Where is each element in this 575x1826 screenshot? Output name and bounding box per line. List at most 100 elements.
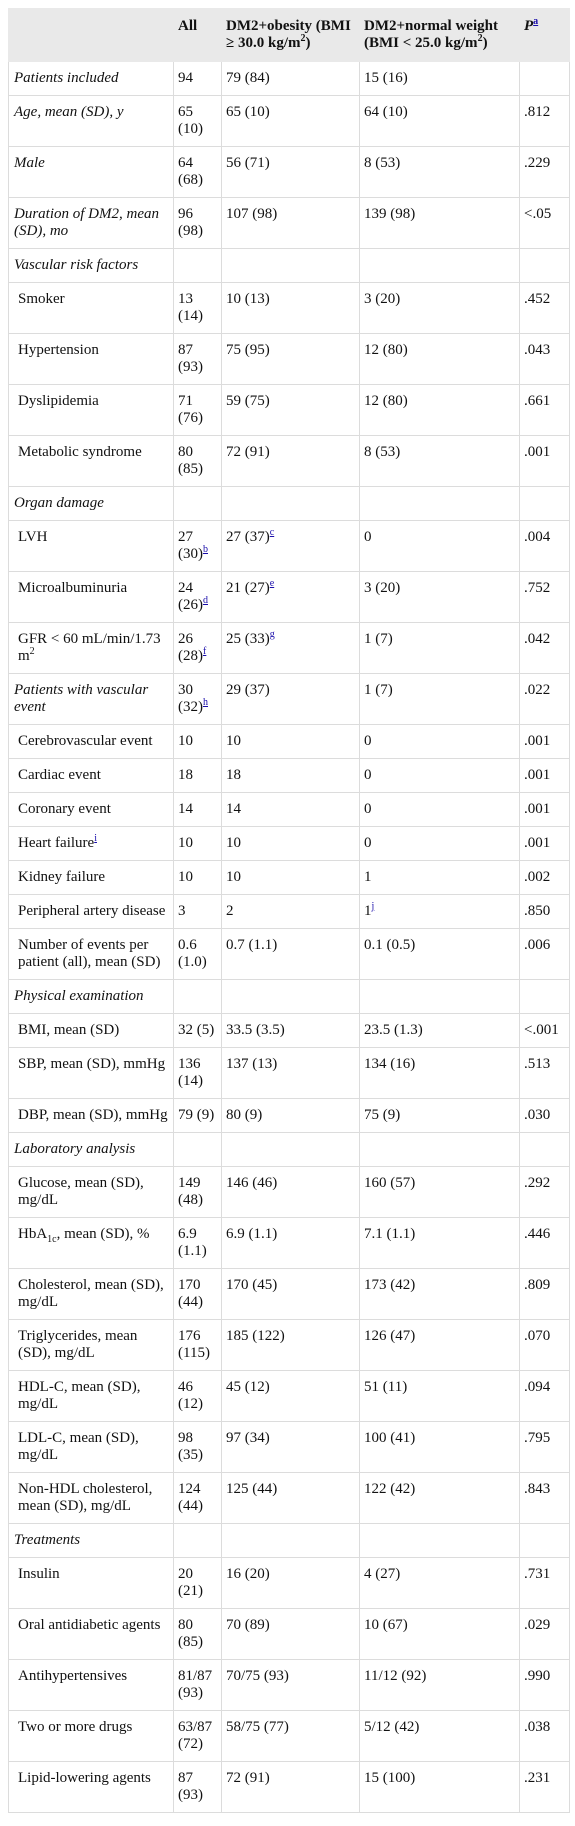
table-row: Two or more drugs 63/87 (72) 58/75 (77) 5/1… [8,1710,570,1762]
value-cell: .002 [519,860,570,895]
value-cell [221,979,360,1014]
value-cell: 75 (95) [221,333,360,385]
header-cell: Pa [519,8,570,62]
table-row: Cholesterol, mean (SD), mg/dL 170 (44) 170… [8,1268,570,1320]
table-row: Microalbuminuria 24 (26)d 21 (27)e 3 (20) .7… [8,571,570,623]
table-row: Coronary event 14 14 0.001 [8,792,570,827]
superscript: 2 [29,646,35,657]
row-label: Number of events per patient (all), mean… [8,928,174,980]
value-cell: .850 [519,894,570,929]
table-row: Smoker 13 (14) 10 (13) 3 (20) .452 [8,282,570,334]
row-label: Smoker [8,282,174,334]
value-cell: .990 [519,1659,570,1711]
row-label: Cerebrovascular event [8,724,174,759]
value-cell: 32 (5) [173,1013,222,1048]
table-row: Triglycerides, mean (SD), mg/dL 176 (115)… [8,1319,570,1371]
row-label: Coronary event [8,792,174,827]
text: 30 (32) [178,682,203,715]
value-cell: 11/12 (92) [359,1659,520,1711]
row-label: Lipid-lowering agents [8,1761,174,1813]
value-cell: 27 (30)b [173,520,222,572]
footnote-ref: c [270,527,274,538]
value-cell: .513 [519,1047,570,1099]
value-cell: 1j [359,894,520,929]
value-cell: .070 [519,1319,570,1371]
value-cell: 71 (76) [173,384,222,436]
value-cell: .038 [519,1710,570,1762]
row-label: GFR < 60 mL/min/1.73 m2 [8,622,174,674]
row-label: Age, mean (SD), y [8,95,174,147]
row-label: Male [8,146,174,198]
row-label: Two or more drugs [8,1710,174,1762]
value-cell: .731 [519,1557,570,1609]
value-cell: 139 (98) [359,197,520,249]
row-label: Cholesterol, mean (SD), mg/dL [8,1268,174,1320]
footnote-link[interactable]: i [94,833,97,844]
row-label: DBP, mean (SD), mmHg [8,1098,174,1133]
footnote-link[interactable]: d [203,595,208,606]
value-cell: .022 [519,673,570,725]
row-label: BMI, mean (SD) [8,1013,174,1048]
value-cell: 87 (93) [173,333,222,385]
value-cell: .752 [519,571,570,623]
value-cell [173,1132,222,1167]
text: DM2+normal weight (BMI < 25.0 kg/m [364,18,498,51]
value-cell: 80 (85) [173,1608,222,1660]
table-row: Cerebrovascular event 10 10 0.001 [8,724,570,759]
row-label: Antihypertensives [8,1659,174,1711]
footnote-link[interactable]: a [533,16,539,27]
value-cell: 18 [173,758,222,793]
value-cell: 137 (13) [221,1047,360,1099]
row-label: Cardiac event [8,758,174,793]
value-cell: 10 [221,724,360,759]
footnote-link[interactable]: f [203,646,207,657]
value-cell [359,248,520,283]
value-cell: 58/75 (77) [221,1710,360,1762]
value-cell: .042 [519,622,570,674]
table-row: HbA1c, mean (SD), % 6.9 (1.1) 6.9 (1.1) 7.1… [8,1217,570,1269]
superscript: 2 [300,33,306,44]
footnote-link[interactable]: b [203,544,208,555]
value-cell: 64 (10) [359,95,520,147]
value-cell: 81/87 (93) [173,1659,222,1711]
footnote-link[interactable]: h [203,697,208,708]
footnote-link[interactable]: c [269,527,275,538]
table-row: Oral antidiabetic agents 80 (85) 70 (89) 10… [8,1608,570,1660]
value-cell: 70 (89) [221,1608,360,1660]
value-cell [359,979,520,1014]
value-cell: 136 (14) [173,1047,222,1099]
value-cell: 100 (41) [359,1421,520,1473]
value-cell: 8 (53) [359,146,520,198]
value-cell: 0 [359,520,520,572]
value-cell: 14 [221,792,360,827]
table-row: Glucose, mean (SD), mg/dL 149 (48) 146 (46… [8,1166,570,1218]
table-row: DBP, mean (SD), mmHg 79 (9) 80 (9) 75 (9) .0… [8,1098,570,1133]
value-cell: 0.7 (1.1) [221,928,360,980]
row-label: SBP, mean (SD), mmHg [8,1047,174,1099]
row-label: Treatments [8,1523,174,1558]
value-cell: 125 (44) [221,1472,360,1524]
header-cell: DM2+obesity (BMI ≥ 30.0 kg/m2) [221,8,360,62]
value-cell: 3 [173,894,222,929]
value-cell: 79 (84) [221,61,360,96]
value-cell [221,248,360,283]
text: 25 (33) [226,631,270,647]
value-cell: 80 (85) [173,435,222,487]
value-cell: 0.6 (1.0) [173,928,222,980]
value-cell: .231 [519,1761,570,1813]
table-row: Heart failurei 10 10 0.001 [8,826,570,861]
value-cell: 12 (80) [359,333,520,385]
table-head: All DM2+obesity (BMI ≥ 30.0 kg/m2) DM2+nor… [8,8,570,62]
value-cell: 124 (44) [173,1472,222,1524]
footnote-link[interactable]: g [269,629,275,640]
row-label: LDL-C, mean (SD), mg/dL [8,1421,174,1473]
value-cell: 122 (42) [359,1472,520,1524]
value-cell: .809 [519,1268,570,1320]
footnote-link[interactable]: j [371,901,375,912]
footnote-ref: a [533,16,538,27]
footnote-link[interactable]: e [269,578,275,589]
table-row: Physical examination [8,979,570,1014]
superscript: 2 [477,33,483,44]
value-cell: 10 [173,826,222,861]
